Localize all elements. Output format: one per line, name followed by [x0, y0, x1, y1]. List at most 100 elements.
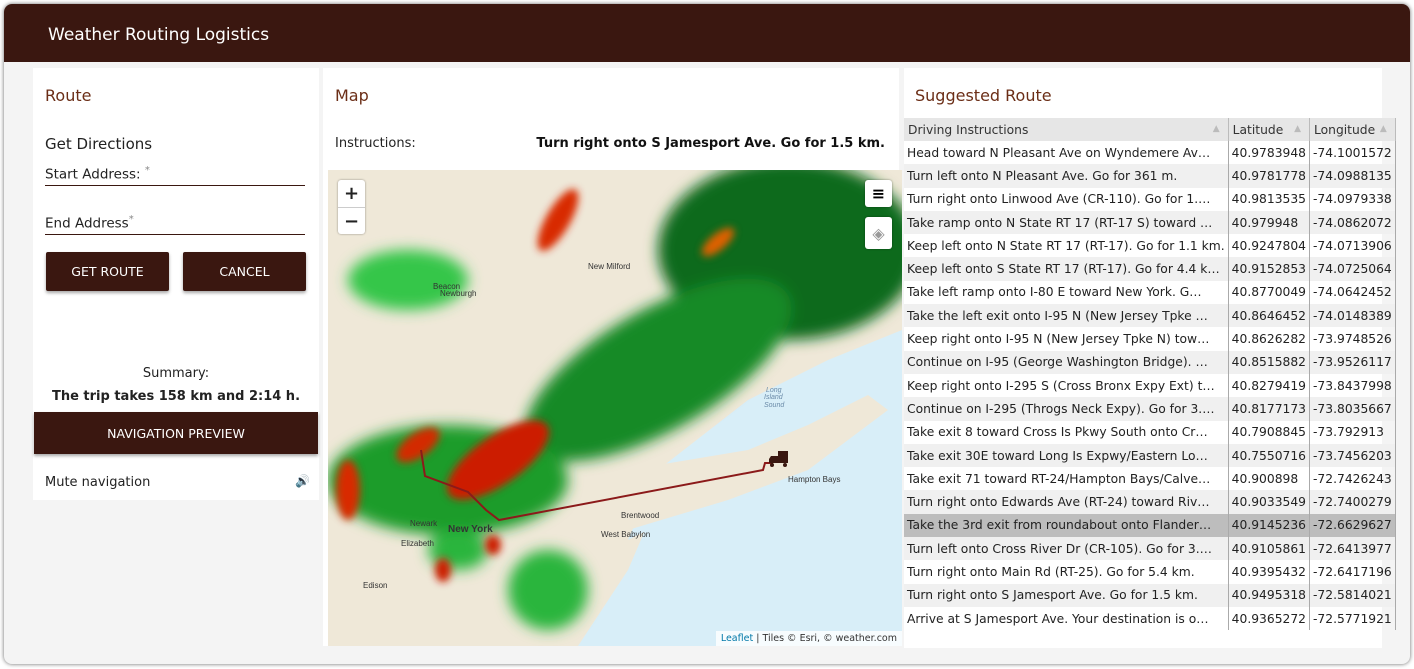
table-row[interactable]: Turn left onto Cross River Dr (CR-105). … — [904, 537, 1396, 561]
longitude-cell: -73.9526117 — [1309, 350, 1396, 374]
map-panel: Map Instructions: Turn right onto S Jame… — [323, 68, 902, 646]
get-directions-heading: Get Directions — [45, 135, 153, 153]
map-canvas: New Milford Beacon Newburgh New York New… — [328, 170, 902, 646]
column-label: Driving Instructions — [908, 122, 1029, 137]
map-label: Brentwood — [621, 511, 659, 520]
table-row[interactable]: Take left ramp onto I-80 E toward New Yo… — [904, 280, 1396, 305]
table-row[interactable]: Keep right onto I-295 S (Cross Bronx Exp… — [904, 373, 1396, 398]
latitude-cell: 40.9145236 — [1228, 513, 1311, 538]
instruction-cell: Continue on I-295 (Throgs Neck Expy). Go… — [904, 397, 1229, 421]
table-row[interactable]: Turn right onto S Jamesport Ave. Go for … — [904, 583, 1396, 607]
map-view[interactable]: New Milford Beacon Newburgh New York New… — [328, 170, 902, 646]
latitude-cell: 40.9247804 — [1228, 234, 1311, 258]
longitude-cell: -72.7426243 — [1309, 467, 1396, 491]
summary-label: Summary: — [142, 366, 210, 381]
latitude-cell: 40.9395432 — [1228, 560, 1311, 584]
table-row[interactable]: Keep right onto I-95 N (New Jersey Tpke … — [904, 327, 1396, 351]
get-route-button[interactable]: GET ROUTE — [46, 252, 169, 291]
instruction-cell: Turn left onto Cross River Dr (CR-105). … — [904, 537, 1229, 561]
table-row[interactable]: Take exit 30E toward Long Is Expwy/Easte… — [904, 443, 1396, 468]
column-header[interactable]: Driving Instructions ▲ — [904, 118, 1229, 141]
longitude-cell: -72.6629627 — [1309, 513, 1396, 538]
instruction-cell: Take exit 71 toward RT-24/Hampton Bays/C… — [904, 467, 1229, 491]
app-header: Weather Routing Logistics — [4, 4, 1410, 62]
storm-cells — [336, 189, 735, 582]
latitude-cell: 40.9495318 — [1228, 583, 1311, 607]
route-line — [420, 449, 773, 522]
start-address-input[interactable]: Start Address: * — [45, 165, 305, 186]
longitude-cell: -72.6417196 — [1309, 560, 1396, 584]
zoom-out-button[interactable]: − — [338, 207, 365, 234]
navigation-preview-button[interactable]: NAVIGATION PREVIEW — [34, 412, 318, 454]
app-title: Weather Routing Logistics — [48, 25, 270, 45]
table-row[interactable]: Head toward N Pleasant Ave on Wyndemere … — [904, 141, 1396, 165]
instruction-cell: Take the left exit onto I-95 N (New Jers… — [904, 304, 1229, 328]
speaker-icon[interactable]: 🔊 — [295, 474, 310, 488]
instruction-cell: Take exit 30E toward Long Is Expwy/Easte… — [904, 443, 1229, 468]
route-panel-title: Route — [45, 86, 92, 105]
instruction-cell: Continue on I-95 (George Washington Brid… — [904, 350, 1229, 374]
longitude-cell: -72.7400279 — [1309, 490, 1396, 514]
cancel-button[interactable]: CANCEL — [183, 252, 306, 291]
latitude-cell: 40.9813535 — [1228, 187, 1311, 211]
longitude-cell: -74.0988135 — [1309, 164, 1396, 188]
table-row[interactable]: Continue on I-295 (Throgs Neck Expy). Go… — [904, 397, 1396, 421]
start-address-label: Start Address: — [45, 166, 141, 183]
table-row[interactable]: Keep left onto N State RT 17 (RT-17). Go… — [904, 234, 1396, 258]
instruction-cell: Turn right onto Main Rd (RT-25). Go for … — [904, 560, 1229, 584]
table-row[interactable]: Take exit 71 toward RT-24/Hampton Bays/C… — [904, 467, 1396, 491]
longitude-cell: -74.0862072 — [1309, 210, 1396, 235]
table-row[interactable]: Arrive at S Jamesport Ave. Your destinat… — [904, 606, 1396, 631]
mute-navigation-label: Mute navigation — [45, 475, 151, 490]
attribution-text: | Tiles © Esri, © weather.com — [756, 633, 897, 644]
instruction-cell: Take exit 8 toward Cross Is Pkwy South o… — [904, 420, 1229, 444]
instruction-cell: Head toward N Pleasant Ave on Wyndemere … — [904, 141, 1229, 165]
zoom-control: + − — [338, 180, 365, 234]
instruction-cell: Turn right onto Linwood Ave (CR-110). Go… — [904, 187, 1229, 211]
map-label: Sound — [764, 402, 785, 409]
column-header[interactable]: Longitude ▲ — [1309, 118, 1396, 141]
end-address-input[interactable]: End Address* — [45, 214, 305, 235]
latitude-cell: 40.9781778 — [1228, 164, 1311, 188]
longitude-cell: -73.8035667 — [1309, 397, 1396, 421]
latitude-cell: 40.9365272 — [1228, 606, 1311, 631]
table-row[interactable]: Turn right onto Linwood Ave (CR-110). Go… — [904, 187, 1396, 211]
atlantic-water — [578, 400, 902, 646]
table-row[interactable]: Turn left onto N Pleasant Ave. Go for 36… — [904, 164, 1396, 188]
route-table: Driving Instructions ▲ Latitude ▲ Longitude ▲… — [904, 118, 1396, 631]
instruction-cell: Turn left onto N Pleasant Ave. Go for 36… — [904, 164, 1229, 188]
longitude-cell: -73.792913 — [1309, 420, 1396, 444]
layers-button[interactable]: ◈ — [865, 217, 892, 249]
table-row[interactable]: Keep left onto S State RT 17 (RT-17). Go… — [904, 257, 1396, 281]
route-panel: Route Get Directions Start Address: * En… — [33, 68, 319, 500]
table-row[interactable]: Take ramp onto N State RT 17 (RT-17 S) t… — [904, 210, 1396, 235]
app-window: Weather Routing Logistics Route Get Dire… — [4, 4, 1410, 664]
leaflet-link[interactable]: Leaflet — [720, 633, 754, 644]
longitude-cell: -74.0148389 — [1309, 304, 1396, 328]
table-row[interactable]: Take the left exit onto I-95 N (New Jers… — [904, 304, 1396, 328]
instruction-cell: Keep right onto I-295 S (Cross Bronx Exp… — [904, 373, 1229, 398]
column-label: Longitude — [1314, 122, 1376, 137]
instruction-cell: Keep left onto N State RT 17 (RT-17). Go… — [904, 234, 1229, 258]
latitude-cell: 40.8626282 — [1228, 327, 1311, 351]
longitude-cell: -73.7456203 — [1309, 443, 1396, 468]
latitude-cell: 40.9033549 — [1228, 490, 1311, 514]
map-label: New York — [448, 524, 493, 535]
table-row[interactable]: Take the 3rd exit from roundabout onto F… — [904, 513, 1396, 538]
instruction-cell: Keep right onto I-95 N (New Jersey Tpke … — [904, 327, 1229, 351]
map-label: Island — [764, 394, 784, 401]
table-row[interactable]: Turn right onto Main Rd (RT-25). Go for … — [904, 560, 1396, 584]
table-row[interactable]: Continue on I-95 (George Washington Brid… — [904, 350, 1396, 374]
instructions-label: Instructions: — [335, 136, 416, 151]
instruction-cell: Take the 3rd exit from roundabout onto F… — [904, 513, 1229, 538]
column-header[interactable]: Latitude ▲ — [1228, 118, 1311, 141]
menu-button[interactable]: ≡ — [865, 180, 892, 207]
table-row[interactable]: Take exit 8 toward Cross Is Pkwy South o… — [904, 420, 1396, 444]
latitude-cell: 40.7550716 — [1228, 443, 1311, 468]
sort-arrow-icon[interactable]: ▲ — [1212, 124, 1220, 134]
table-row[interactable]: Turn right onto Edwards Ave (RT-24) towa… — [904, 490, 1396, 514]
sort-arrow-icon[interactable]: ▲ — [1379, 124, 1387, 134]
sort-arrow-icon[interactable]: ▲ — [1294, 124, 1301, 134]
map-label: Hampton Bays — [788, 475, 840, 484]
zoom-in-button[interactable]: + — [343, 183, 360, 204]
